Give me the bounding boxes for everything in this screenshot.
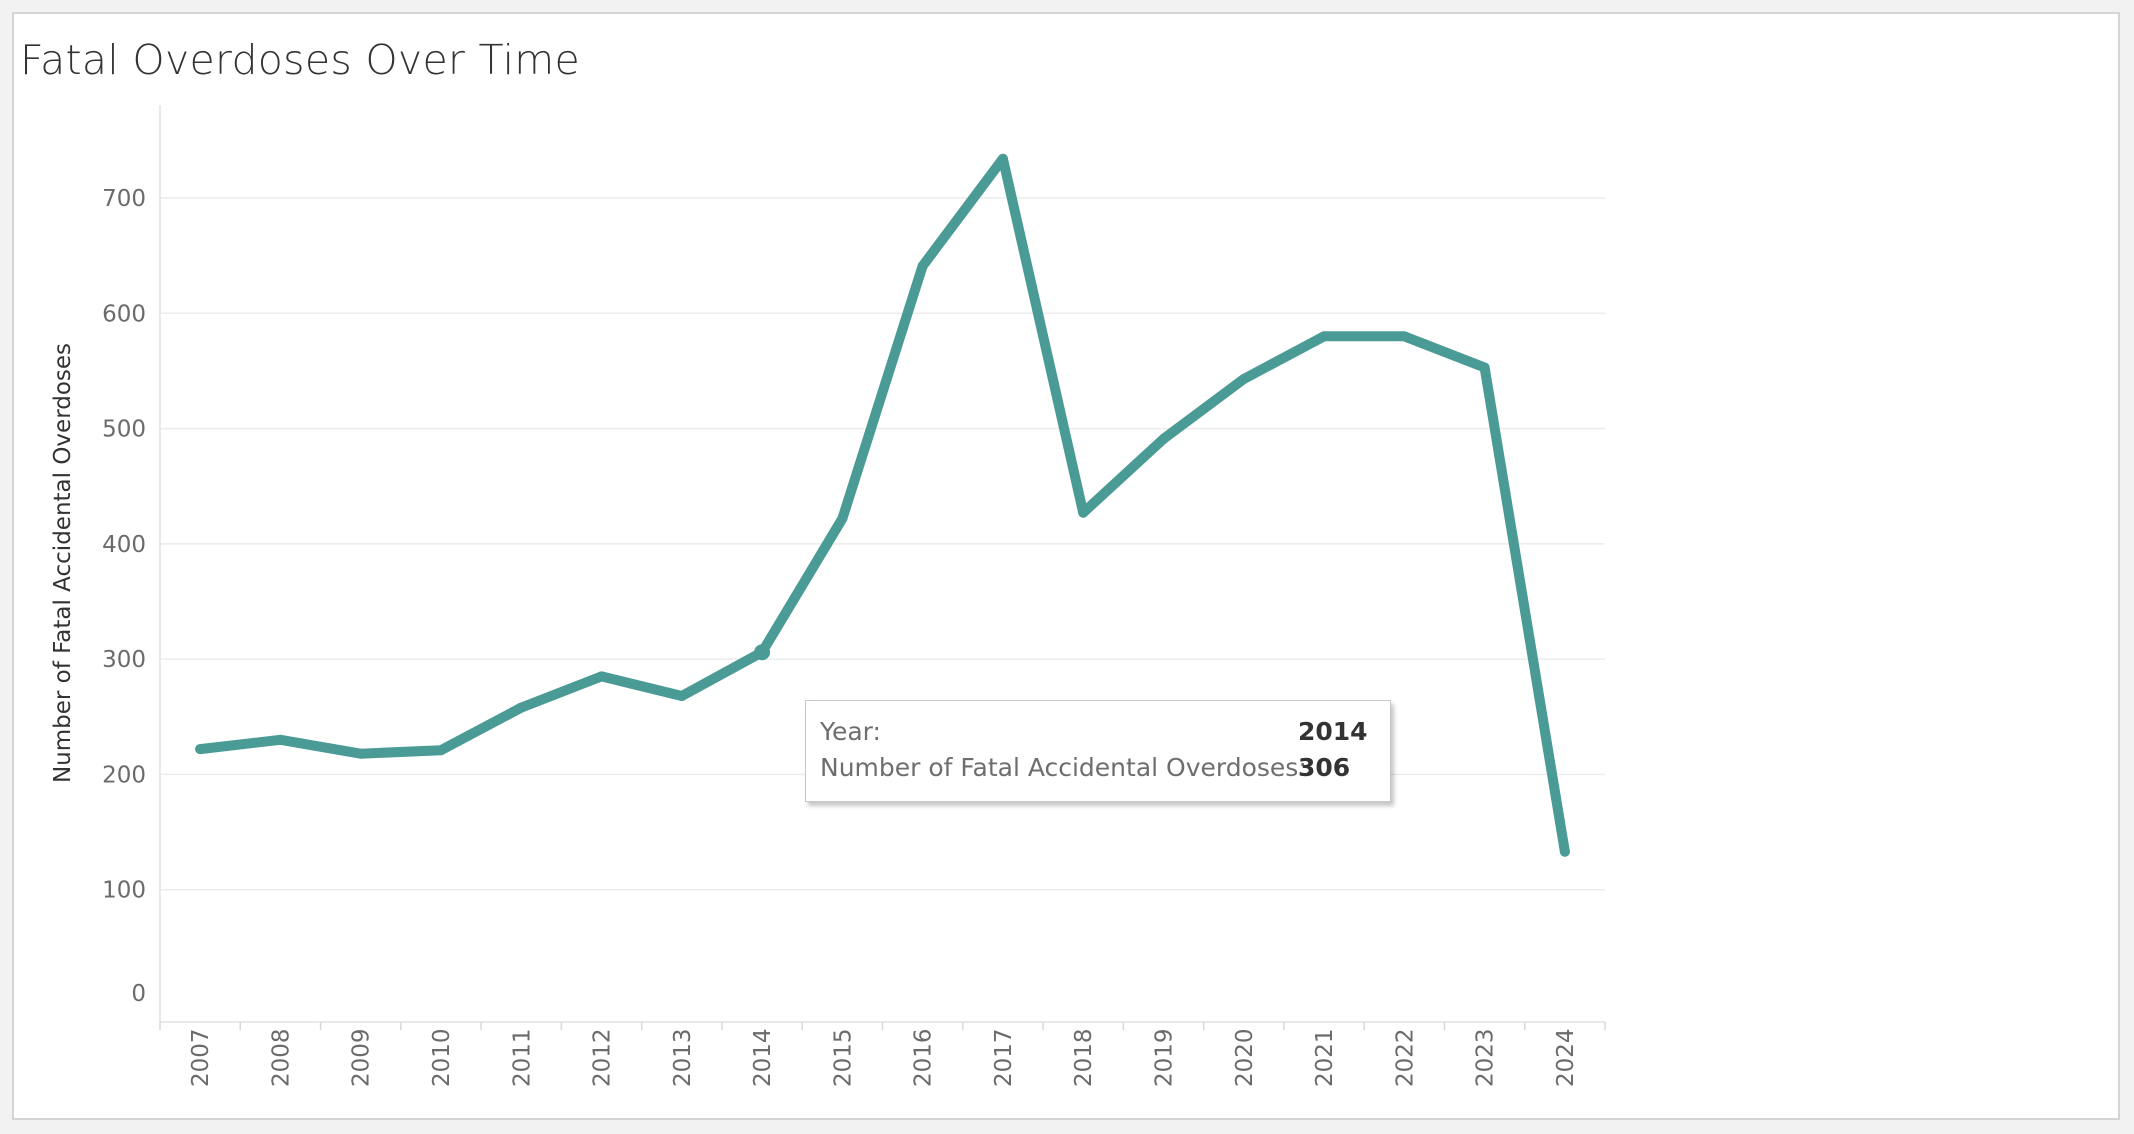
tooltip-metric-label: Number of Fatal Accidental Overdoses:: [820, 753, 1307, 782]
x-tick-label: 2016: [911, 1028, 937, 1087]
y-tick-label: 400: [102, 532, 146, 558]
y-tick-label: 100: [102, 878, 146, 904]
x-tick-label: 2014: [750, 1028, 776, 1087]
data-point: [837, 513, 848, 524]
series-line: [195, 153, 1570, 857]
x-tick-label: 2007: [188, 1028, 214, 1087]
y-tick-label: 200: [102, 762, 146, 788]
tooltip: Year: 2014 Number of Fatal Accidental Ove…: [805, 700, 1391, 802]
tooltip-year-row: Year: 2014: [820, 717, 1368, 746]
data-point: [1319, 331, 1330, 342]
data-point: [355, 748, 366, 759]
y-tick-label: 600: [102, 301, 146, 327]
data-point: [516, 702, 527, 713]
x-tick-label: 2012: [590, 1028, 616, 1087]
x-tick-label: 2013: [670, 1028, 696, 1087]
axes: [159, 105, 1606, 1030]
data-point: [1158, 433, 1169, 444]
y-tick-label: 500: [102, 417, 146, 443]
y-axis-ticks: 0 100 200 300 400 500 600 700: [102, 186, 146, 1007]
x-tick-label: 2022: [1392, 1028, 1418, 1087]
data-point: [997, 153, 1008, 164]
y-tick-label: 0: [131, 981, 146, 1007]
x-tick-label: 2008: [268, 1028, 294, 1087]
data-point: [917, 261, 928, 272]
x-tick-label: 2019: [1151, 1028, 1177, 1087]
x-tick-label: 2024: [1553, 1028, 1579, 1087]
x-axis-ticks: 2007 2008 2009 2010 2011 2012 2013 2014 2015 2016…: [188, 1028, 1579, 1087]
x-tick-label: 2011: [509, 1028, 535, 1087]
y-axis-label: Number of Fatal Accidental Overdoses: [50, 343, 76, 783]
gridlines: [160, 197, 1605, 891]
data-point: [754, 644, 771, 661]
data-point: [275, 734, 286, 745]
x-tick-label: 2020: [1232, 1028, 1258, 1087]
series: [195, 153, 1570, 857]
x-tick-label: 2010: [429, 1028, 455, 1087]
x-tick-label: 2009: [349, 1028, 375, 1087]
x-tick-label: 2018: [1071, 1028, 1097, 1087]
data-point: [195, 744, 206, 755]
data-point: [1479, 362, 1490, 373]
tooltip-metric-value: 306: [1298, 753, 1351, 782]
chart-frame: [12, 12, 2120, 1120]
tooltip-year-label: Year:: [820, 717, 881, 746]
x-tick-label: 2021: [1312, 1028, 1338, 1087]
y-tick-label: 700: [102, 186, 146, 212]
x-tick-label: 2023: [1473, 1028, 1499, 1087]
x-tick-label: 2017: [991, 1028, 1017, 1087]
data-point: [1559, 846, 1570, 857]
data-point: [1078, 507, 1089, 518]
data-point: [1399, 331, 1410, 342]
chart-title: Fatal Overdoses Over Time: [20, 36, 581, 84]
y-tick-label: 300: [102, 647, 146, 673]
data-point: [596, 671, 607, 682]
data-point: [1238, 373, 1249, 384]
data-point: [676, 691, 687, 702]
data-point: [435, 745, 446, 756]
x-tick-label: 2015: [830, 1028, 856, 1087]
tooltip-metric-row: Number of Fatal Accidental Overdoses:306: [820, 753, 1350, 782]
tooltip-year-value: 2014: [1298, 717, 1368, 746]
